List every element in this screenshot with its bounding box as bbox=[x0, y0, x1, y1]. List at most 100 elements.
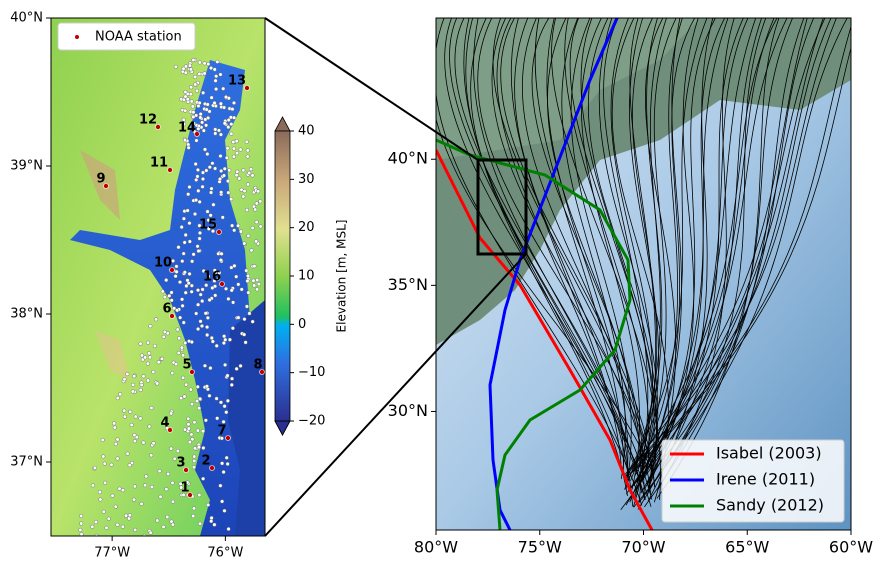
mesh-point bbox=[124, 514, 128, 518]
colorbar bbox=[275, 131, 290, 421]
mesh-point bbox=[140, 502, 144, 506]
mesh-point bbox=[171, 500, 175, 504]
mesh-point bbox=[219, 190, 223, 194]
mesh-point bbox=[201, 429, 205, 433]
mesh-point bbox=[196, 303, 200, 307]
mesh-point bbox=[163, 330, 167, 334]
mesh-point bbox=[193, 83, 197, 87]
mesh-point bbox=[197, 445, 201, 449]
mesh-point bbox=[251, 320, 255, 324]
station-label: 3 bbox=[176, 456, 185, 471]
mesh-point bbox=[220, 500, 224, 504]
mesh-point bbox=[211, 340, 215, 344]
mesh-point bbox=[198, 493, 202, 497]
mesh-point bbox=[214, 74, 218, 78]
mesh-point bbox=[143, 483, 147, 487]
mesh-point bbox=[220, 462, 224, 466]
mesh-point bbox=[208, 394, 212, 398]
mesh-point bbox=[103, 481, 107, 485]
station-marker bbox=[217, 230, 222, 235]
mesh-point bbox=[225, 456, 229, 460]
mesh-point bbox=[110, 463, 114, 467]
mesh-point bbox=[187, 146, 191, 150]
mesh-point bbox=[148, 356, 152, 360]
station-label: 5 bbox=[182, 358, 191, 373]
mesh-point bbox=[193, 447, 197, 451]
mesh-point bbox=[192, 115, 196, 119]
mesh-point bbox=[215, 397, 219, 401]
mesh-point bbox=[176, 449, 180, 453]
mesh-point bbox=[101, 438, 105, 442]
y-tick-label: 37°N bbox=[10, 455, 43, 470]
mesh-point bbox=[206, 210, 210, 214]
mesh-point bbox=[197, 127, 201, 131]
mesh-point bbox=[197, 249, 201, 253]
mesh-point bbox=[192, 455, 196, 459]
station-label: 10 bbox=[154, 256, 172, 271]
mesh-point bbox=[181, 376, 185, 380]
mesh-point bbox=[132, 498, 136, 502]
mesh-point bbox=[194, 198, 198, 202]
mesh-point bbox=[232, 155, 236, 159]
mesh-point bbox=[192, 110, 196, 114]
mesh-point bbox=[253, 264, 257, 268]
mesh-point bbox=[206, 103, 210, 107]
mesh-point bbox=[193, 75, 197, 79]
mesh-point bbox=[189, 68, 193, 72]
mesh-point bbox=[126, 452, 130, 456]
mesh-point bbox=[195, 139, 199, 143]
mesh-point bbox=[221, 216, 225, 220]
mesh-point bbox=[132, 374, 136, 378]
mesh-point bbox=[191, 105, 195, 109]
mesh-point bbox=[190, 433, 194, 437]
mesh-point bbox=[209, 366, 213, 370]
mesh-point bbox=[175, 270, 179, 274]
mesh-point bbox=[229, 122, 233, 126]
mesh-point bbox=[239, 148, 243, 152]
mesh-point bbox=[257, 282, 261, 286]
mesh-point bbox=[146, 362, 150, 366]
mesh-point bbox=[79, 522, 83, 526]
mesh-point bbox=[232, 147, 236, 151]
mesh-point bbox=[255, 202, 259, 206]
mesh-point bbox=[204, 123, 208, 127]
mesh-point bbox=[230, 289, 234, 293]
mesh-point bbox=[223, 121, 227, 125]
mesh-point bbox=[190, 100, 194, 104]
mesh-point bbox=[142, 374, 146, 378]
mesh-point bbox=[147, 351, 151, 355]
x-tick-label: 70°W bbox=[621, 538, 665, 557]
mesh-point bbox=[196, 245, 200, 249]
mesh-point bbox=[128, 463, 132, 467]
colorbar-tick-label: −20 bbox=[298, 414, 325, 429]
mesh-point bbox=[217, 129, 221, 133]
mesh-point bbox=[204, 312, 208, 316]
mesh-point bbox=[131, 383, 135, 387]
mesh-point bbox=[219, 401, 223, 405]
mesh-point bbox=[199, 112, 203, 116]
mesh-point bbox=[250, 249, 254, 253]
mesh-point bbox=[126, 372, 130, 376]
mesh-point bbox=[121, 525, 125, 529]
mesh-point bbox=[204, 118, 208, 122]
mesh-point bbox=[148, 425, 152, 429]
colorbar-tick-label: 20 bbox=[298, 220, 315, 235]
mesh-point bbox=[182, 321, 186, 325]
mesh-point bbox=[209, 66, 213, 70]
mesh-point bbox=[183, 138, 187, 142]
mesh-point bbox=[177, 245, 181, 249]
mesh-point bbox=[213, 101, 217, 105]
mesh-point bbox=[242, 333, 246, 337]
mesh-point bbox=[150, 406, 154, 410]
mesh-point bbox=[199, 320, 203, 324]
mesh-point bbox=[189, 85, 193, 89]
mesh-point bbox=[235, 170, 239, 174]
x-tick-label: 76°W bbox=[207, 546, 243, 561]
mesh-point bbox=[149, 324, 153, 328]
mesh-point bbox=[196, 327, 200, 331]
mesh-point bbox=[238, 177, 242, 181]
mesh-point bbox=[190, 402, 194, 406]
mesh-point bbox=[174, 362, 178, 366]
mesh-point bbox=[209, 519, 213, 523]
mesh-point bbox=[146, 379, 150, 383]
